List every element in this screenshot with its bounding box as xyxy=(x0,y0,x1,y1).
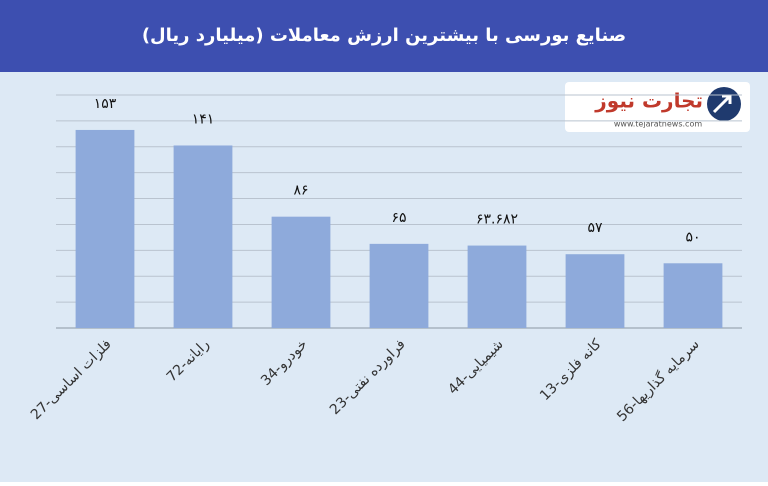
value-label: ۱۵۳ xyxy=(94,96,117,112)
value-label: ۱۴۱ xyxy=(192,111,215,127)
value-label: ۶۳.۶۸۲ xyxy=(476,212,518,228)
bar xyxy=(467,245,527,328)
title-band xyxy=(0,0,768,72)
value-label: ۶۵ xyxy=(391,210,406,226)
value-label: ۵۰ xyxy=(685,229,700,245)
chart-title: صنایع بورسی با بیشترین ارزش معاملات (میل… xyxy=(142,25,626,46)
bar xyxy=(75,129,135,328)
bar xyxy=(663,263,723,328)
bar xyxy=(565,254,625,328)
value-label: ۸۶ xyxy=(293,183,308,199)
bar xyxy=(173,145,233,328)
logo-url: www.tejaratnews.com xyxy=(614,120,702,129)
bar xyxy=(271,216,331,328)
bar xyxy=(369,243,429,328)
logo: تجارت نیوز www.tejaratnews.com xyxy=(565,82,750,132)
value-label: ۵۷ xyxy=(587,220,603,236)
logo-arrow xyxy=(712,94,732,114)
logo-name: تجارت نیوز xyxy=(594,89,703,113)
